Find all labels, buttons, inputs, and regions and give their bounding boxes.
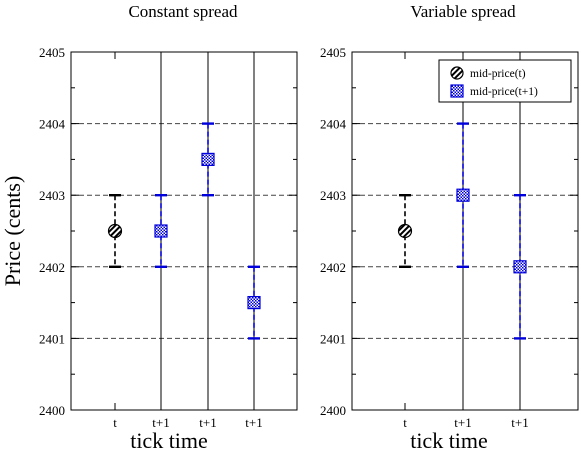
variable-spread-panel: Variable spread tick time 2400 2401 2402 24… bbox=[320, 2, 579, 452]
variable-spread-y-tick-label: 2402 bbox=[320, 260, 346, 275]
variable-spread-x-tick-label: t+1 bbox=[454, 415, 471, 430]
constant-spread-plot-frame bbox=[70, 51, 298, 411]
variable-spread-point-mid-price-t1 bbox=[456, 188, 470, 202]
legend-marker-mid-price-t1 bbox=[450, 84, 464, 98]
variable-spread-point-mid-price-t1 bbox=[513, 260, 527, 274]
variable-spread-plot-frame bbox=[351, 51, 579, 411]
variable-spread-y-tick-label: 2400 bbox=[320, 403, 346, 418]
variable-spread-x-axis-label: tick time bbox=[410, 428, 488, 452]
constant-spread-point-mid-price-t bbox=[107, 223, 123, 239]
constant-spread-point-mid-price-t1 bbox=[247, 296, 261, 310]
variable-spread-x-tick-label: t bbox=[403, 415, 407, 430]
constant-spread-x-axis-label: tick time bbox=[130, 428, 208, 452]
variable-spread-y-tick-label: 2403 bbox=[320, 188, 346, 203]
constant-spread-x-tick-label: t+1 bbox=[152, 415, 169, 430]
constant-spread-y-tick-label: 2402 bbox=[39, 260, 65, 275]
constant-spread-panel: Constant spread tick time 2400 2401 2402 24… bbox=[39, 2, 298, 452]
constant-spread-y-tick-label: 2401 bbox=[39, 331, 65, 346]
variable-spread-x-tick-label: t+1 bbox=[511, 415, 528, 430]
variable-spread-y-tick-label: 2405 bbox=[320, 45, 346, 60]
constant-spread-y-tick-label: 2400 bbox=[39, 403, 65, 418]
legend-label: mid-price(t+1) bbox=[470, 86, 538, 98]
constant-spread-point-mid-price-t1 bbox=[201, 152, 215, 166]
constant-spread-x-tick-label: t+1 bbox=[245, 415, 262, 430]
legend-marker-mid-price-t bbox=[450, 66, 464, 80]
variable-spread-legend: mid-price(t) mid-price(t+1) bbox=[438, 59, 572, 103]
constant-spread-y-tick-label: 2403 bbox=[39, 188, 65, 203]
constant-spread-y-tick-label: 2405 bbox=[39, 45, 65, 60]
constant-spread-y-tick-label: 2404 bbox=[39, 117, 66, 132]
legend-label: mid-price(t) bbox=[470, 68, 526, 80]
y-axis-label: Price (cents) bbox=[0, 176, 25, 287]
variable-spread-y-tick-label: 2401 bbox=[320, 331, 346, 346]
variable-spread-y-tick-label: 2404 bbox=[320, 117, 347, 132]
constant-spread-x-tick-label: t bbox=[113, 415, 117, 430]
variable-spread-point-mid-price-t bbox=[397, 223, 413, 239]
constant-spread-x-tick-label: t+1 bbox=[199, 415, 216, 430]
constant-spread-title: Constant spread bbox=[128, 2, 238, 21]
constant-spread-point-mid-price-t1 bbox=[154, 224, 168, 238]
variable-spread-title: Variable spread bbox=[410, 2, 516, 21]
